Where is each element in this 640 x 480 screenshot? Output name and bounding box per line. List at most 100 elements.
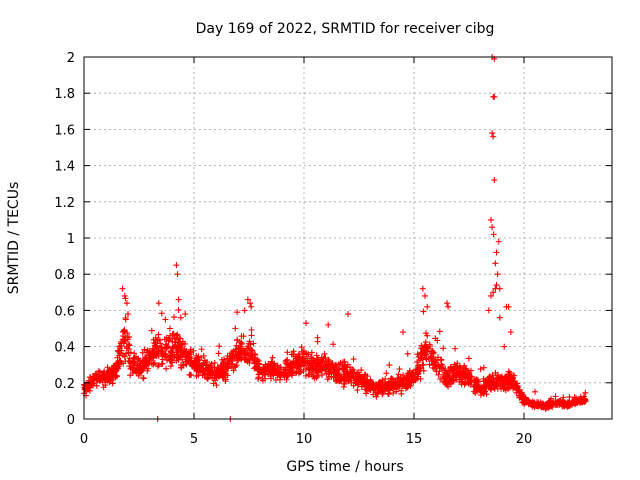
- data-point: [109, 380, 116, 387]
- data-point: [426, 341, 433, 348]
- data-point: [489, 224, 496, 231]
- data-point: [414, 358, 421, 365]
- data-point: [493, 282, 500, 289]
- data-point: [325, 321, 332, 328]
- data-point: [489, 372, 496, 379]
- data-point: [113, 362, 120, 369]
- data-point: [84, 380, 91, 387]
- data-point: [435, 362, 442, 369]
- data-point: [251, 355, 258, 362]
- data-point: [552, 393, 559, 400]
- data-point: [342, 373, 349, 380]
- data-point: [113, 372, 120, 379]
- data-point: [321, 350, 328, 357]
- data-point: [319, 357, 326, 364]
- data-point: [222, 378, 229, 385]
- data-point: [221, 371, 228, 378]
- data-point: [137, 366, 144, 373]
- data-point: [395, 371, 402, 378]
- data-point: [579, 399, 586, 406]
- data-point: [548, 395, 555, 402]
- data-point: [450, 370, 457, 377]
- data-point: [415, 368, 422, 375]
- data-point: [131, 354, 138, 361]
- data-point: [121, 292, 128, 299]
- data-point: [318, 363, 325, 370]
- data-point: [350, 366, 357, 373]
- data-point: [285, 370, 292, 377]
- data-point: [123, 350, 130, 357]
- data-point: [100, 370, 107, 377]
- data-point: [510, 378, 517, 385]
- data-point: [168, 357, 175, 364]
- data-point: [462, 378, 469, 385]
- data-point: [170, 330, 177, 337]
- data-point: [180, 349, 187, 356]
- data-point: [94, 374, 101, 381]
- data-point: [490, 231, 497, 238]
- data-point: [104, 364, 111, 371]
- data-point: [300, 368, 307, 375]
- data-point: [148, 360, 155, 367]
- grid: [84, 57, 612, 419]
- data-point: [314, 356, 321, 363]
- data-point: [151, 339, 158, 346]
- data-point: [534, 399, 541, 406]
- data-point: [208, 369, 215, 376]
- data-point: [311, 372, 318, 379]
- data-point: [269, 354, 276, 361]
- data-point: [162, 316, 169, 323]
- data-point: [234, 337, 241, 344]
- data-point: [495, 238, 502, 245]
- data-point: [309, 367, 316, 374]
- data-point: [477, 366, 484, 373]
- data-point: [345, 311, 351, 318]
- data-point: [322, 354, 329, 361]
- data-point: [315, 362, 322, 369]
- data-point: [438, 361, 445, 368]
- data-point: [430, 361, 437, 368]
- data-point: [177, 343, 184, 350]
- data-point: [376, 384, 383, 391]
- data-point: [361, 371, 368, 378]
- data-point: [155, 300, 162, 307]
- data-point: [210, 380, 217, 387]
- data-point: [232, 325, 239, 332]
- data-point: [274, 362, 281, 369]
- data-point: [511, 372, 518, 379]
- data-point: [510, 383, 517, 390]
- data-point: [505, 303, 512, 310]
- data-point: [190, 347, 197, 354]
- data-point: [350, 356, 357, 363]
- data-point: [472, 390, 479, 397]
- data-point: [125, 311, 131, 318]
- data-point: [186, 353, 193, 360]
- data-point: [224, 355, 231, 362]
- data-point: [496, 285, 503, 292]
- data-point: [326, 362, 333, 369]
- data-point: [383, 385, 390, 392]
- data-point: [507, 329, 514, 336]
- data-point: [158, 310, 165, 317]
- data-point: [233, 342, 240, 349]
- data-point: [308, 349, 315, 356]
- data-point: [171, 334, 178, 341]
- data-point: [93, 382, 100, 389]
- data-point: [458, 381, 465, 388]
- data-point: [100, 384, 107, 391]
- data-point: [214, 364, 221, 371]
- data-point: [419, 285, 426, 292]
- data-point: [122, 316, 129, 323]
- data-point: [424, 332, 431, 339]
- data-point: [543, 403, 550, 410]
- data-point: [182, 311, 189, 318]
- data-point: [220, 359, 227, 366]
- data-point: [196, 362, 203, 369]
- data-point: [162, 341, 169, 348]
- data-point: [572, 399, 579, 406]
- data-point: [459, 368, 466, 375]
- data-point: [404, 384, 411, 391]
- data-point: [158, 343, 165, 350]
- data-point: [89, 379, 96, 386]
